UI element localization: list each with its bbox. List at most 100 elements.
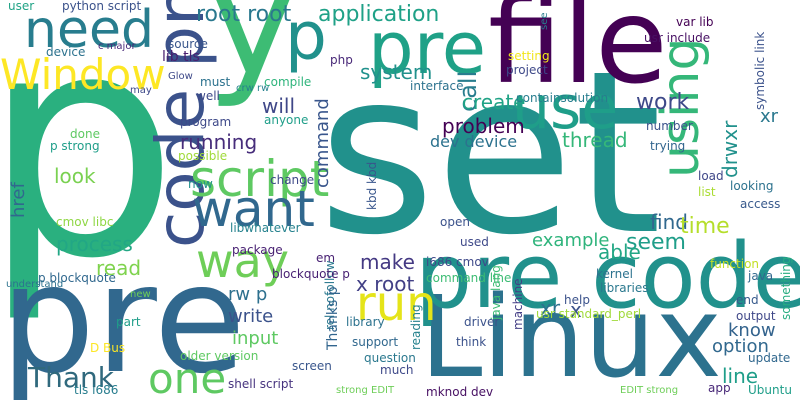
word: dev device [430, 132, 518, 151]
word: usr include [644, 31, 711, 45]
word: java [748, 269, 774, 283]
word: Linux [420, 273, 722, 400]
word: access [740, 197, 781, 211]
word: make [360, 250, 415, 274]
word: now [188, 177, 213, 191]
word: load [698, 169, 724, 183]
word: write [228, 306, 274, 327]
word: cmov libc [56, 215, 114, 229]
word: open [440, 215, 470, 229]
word: one [148, 354, 227, 400]
word: work [636, 90, 690, 115]
word: Window [0, 50, 166, 99]
word: done [70, 127, 100, 141]
word: shell script [228, 377, 294, 391]
word: option [712, 336, 769, 357]
word: end [736, 293, 759, 307]
word: reading [409, 304, 423, 350]
word: system [360, 60, 433, 84]
word: usr standard_perl [536, 307, 642, 321]
word: EDIT strong [620, 385, 679, 396]
word: know [728, 320, 776, 341]
word: think [456, 335, 487, 349]
word: blockquote p [272, 267, 350, 281]
word: y [206, 0, 300, 111]
word: D Bus [90, 341, 126, 355]
word: possible [178, 149, 228, 163]
word: lib tls [162, 49, 200, 65]
word: use [512, 73, 619, 143]
word: function [710, 257, 760, 271]
word: may [130, 85, 152, 96]
word: rw p [228, 284, 268, 305]
word: libwhatever [230, 221, 301, 235]
word: var lib [676, 15, 714, 29]
word: device [46, 45, 86, 59]
word: app [708, 381, 731, 395]
word: older version [180, 349, 259, 363]
word: running [180, 130, 258, 154]
word: looking [730, 179, 774, 193]
word: anyone [264, 113, 309, 127]
word: number [646, 119, 693, 133]
word: time [680, 214, 730, 239]
word: read [96, 256, 142, 280]
word: xr [760, 106, 779, 127]
word: part [116, 315, 141, 329]
word: root root [196, 2, 292, 27]
word: file [488, 0, 668, 110]
word: list [698, 185, 716, 199]
word: will [262, 94, 296, 118]
word: python script [62, 0, 142, 13]
word: thread [562, 128, 628, 152]
word: output [736, 309, 776, 323]
word: look [54, 164, 96, 188]
word: want [192, 180, 315, 238]
word: x root [356, 272, 415, 296]
word: set [318, 23, 662, 285]
word: setting [508, 49, 550, 63]
word: run [356, 276, 437, 332]
word: process [56, 232, 133, 256]
word: Ubuntu [748, 383, 792, 397]
word: create [462, 90, 526, 114]
word: screen [292, 359, 332, 373]
word: input [232, 328, 279, 349]
word: em [316, 251, 336, 265]
word: used [460, 235, 489, 249]
word: way [196, 234, 290, 288]
word: understand [6, 279, 64, 290]
word: php [330, 53, 353, 67]
word: project [506, 63, 548, 77]
word: something [779, 256, 793, 320]
word: command line [426, 271, 512, 285]
word: kbd kbd [365, 161, 379, 210]
word: crw rw [236, 83, 270, 94]
word: able [598, 240, 641, 264]
word: update [748, 351, 791, 365]
word: Thanks p [325, 286, 341, 350]
word: c major [98, 41, 136, 52]
word: interface [410, 79, 464, 93]
word: change [270, 173, 315, 187]
word: application [318, 2, 440, 27]
word: Thank [28, 361, 114, 394]
word: i686 cmov [426, 255, 489, 269]
word: tls i686 [74, 383, 119, 397]
word: strong EDIT [336, 385, 395, 396]
word: find [650, 210, 688, 234]
word: libraries [600, 281, 649, 295]
word: script [190, 150, 330, 208]
word: package [232, 243, 283, 257]
word: x [570, 298, 582, 322]
word: containsolution [516, 91, 609, 105]
word: symbolic link [753, 31, 767, 110]
word: xr [540, 296, 561, 320]
word: source [168, 37, 208, 51]
word: pre code [415, 224, 800, 329]
word: seem [626, 230, 686, 255]
word: library [346, 315, 385, 329]
word: p blockquote [38, 271, 116, 285]
word: Glow [168, 71, 193, 82]
word: question [364, 351, 416, 365]
